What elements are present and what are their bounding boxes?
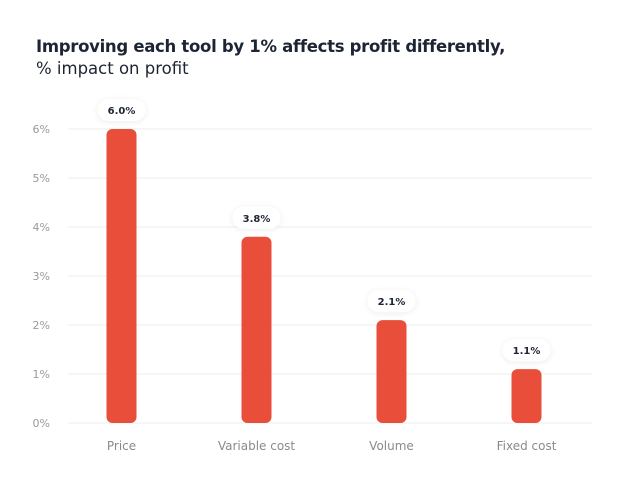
data-label: 1.1% [513,346,541,357]
data-label-bubble [367,290,416,313]
y-tick-label: 1% [33,368,50,381]
bar [241,236,272,423]
bar [511,369,542,423]
data-label: 3.8% [243,214,271,225]
x-tick-label: Variable cost [218,439,296,453]
chart-title: Improving each tool by 1% affects profit… [36,37,506,56]
y-tick-label: 5% [33,172,50,185]
y-tick-label: 3% [33,270,50,283]
y-tick-label: 2% [33,319,50,332]
data-label-bubble [97,99,146,121]
data-label: 2.1% [378,297,406,308]
x-tick-label: Volume [369,439,414,453]
bar [106,129,137,423]
y-tick-label: 0% [33,417,50,430]
data-label-bubble [502,339,551,362]
y-tick-label: 6% [33,123,50,136]
data-label-bubble [232,206,281,229]
data-label: 6.0% [108,106,136,117]
x-tick-label: Fixed cost [497,439,557,453]
y-tick-label: 4% [33,221,50,234]
chart-subtitle: % impact on profit [36,59,189,78]
chart-title-block: Improving each tool by 1% affects profit… [36,36,505,80]
x-tick-label: Price [107,439,136,453]
bar [376,320,407,423]
